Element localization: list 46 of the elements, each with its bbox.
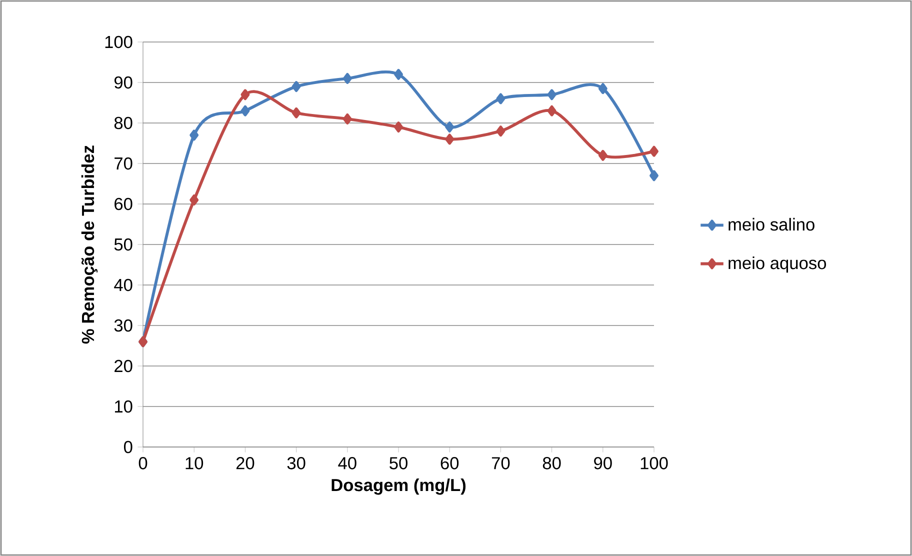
x-tick-label: 20 <box>236 457 254 470</box>
y-tick-label: 40 <box>114 278 132 292</box>
point <box>240 105 250 116</box>
point <box>445 122 454 133</box>
y-tick-label: 70 <box>114 157 132 170</box>
point <box>650 146 658 157</box>
x-axis-title: Dosagem (mg/L) <box>332 478 466 495</box>
y-tick-label: 80 <box>114 116 132 130</box>
point <box>292 107 301 118</box>
y-tick-label: 100 <box>105 36 132 48</box>
point <box>496 93 506 104</box>
point <box>342 113 352 124</box>
y-tick-label: 10 <box>114 400 132 413</box>
point <box>650 170 658 182</box>
y-tick-label: 30 <box>114 319 132 332</box>
x-tick-label: 70 <box>492 457 510 470</box>
point <box>598 83 608 94</box>
x-tick-label: 40 <box>338 457 356 470</box>
point <box>394 68 403 80</box>
point <box>598 150 608 161</box>
x-tick-label: 100 <box>640 457 668 470</box>
x-tick-label: 90 <box>594 457 612 470</box>
point <box>342 72 352 84</box>
x-tick-label: 50 <box>390 457 408 470</box>
x-tick-label: 10 <box>186 457 204 470</box>
y-tick-label: 50 <box>114 238 132 251</box>
y-tick-label: 60 <box>114 198 132 210</box>
legend-label: meio salino <box>728 218 814 231</box>
x-tick-label: 0 <box>138 457 148 470</box>
point <box>190 194 199 206</box>
point <box>547 89 556 100</box>
point <box>547 105 556 116</box>
legend-label: meio aquoso <box>728 256 826 273</box>
x-tick-label: 60 <box>440 457 459 470</box>
point <box>190 130 199 141</box>
x-tick-label: 30 <box>287 457 306 470</box>
x-tick-label: 80 <box>542 457 561 470</box>
y-tick-label: 90 <box>114 76 132 89</box>
point <box>240 89 250 100</box>
y-tick-label: 0 <box>124 440 132 454</box>
y-tick-label: 20 <box>114 360 132 372</box>
point <box>292 81 301 92</box>
point <box>394 122 403 133</box>
point <box>496 126 506 137</box>
y-axis-title: % Remoção de Turbidez <box>81 146 98 344</box>
point <box>445 134 454 145</box>
